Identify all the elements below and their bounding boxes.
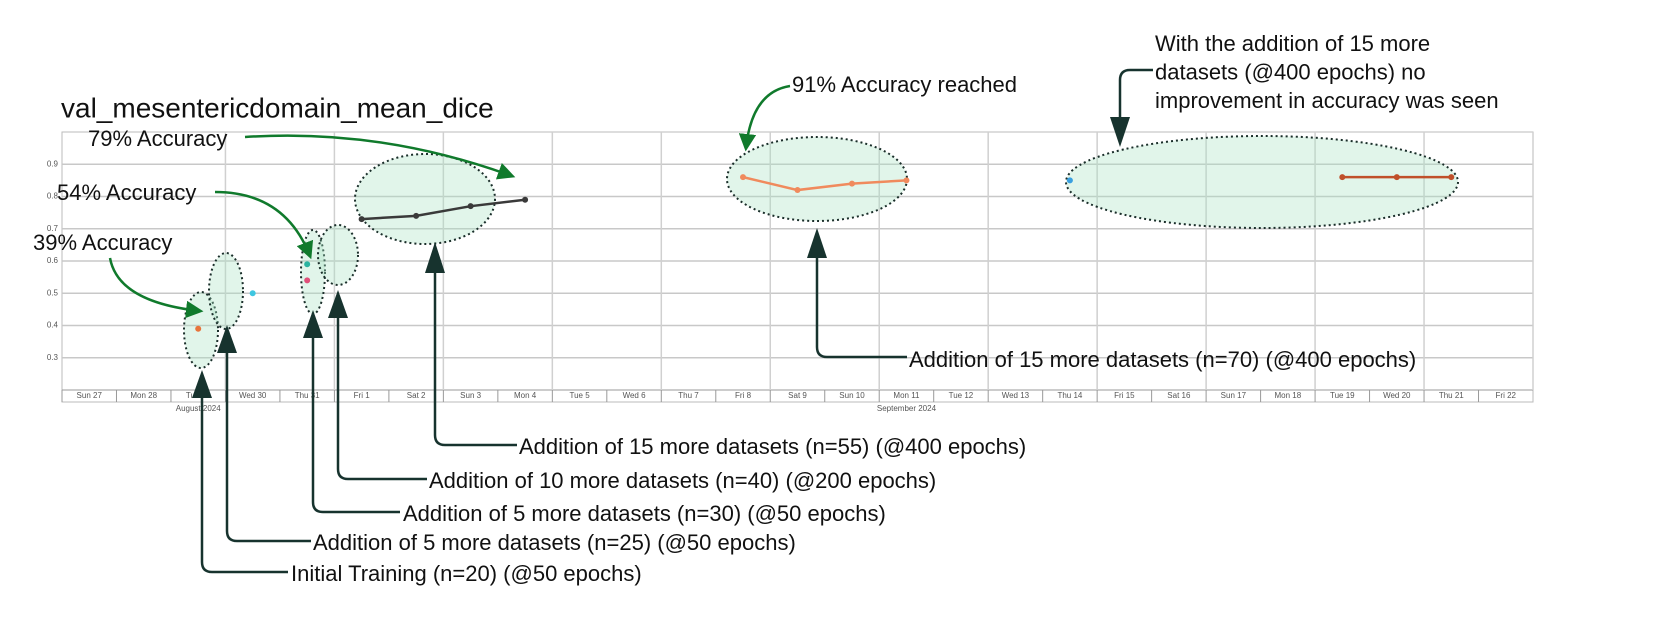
highlight bbox=[208, 252, 244, 330]
x-tick-label: Sun 27 bbox=[77, 391, 103, 400]
x-tick-label: Sat 9 bbox=[788, 391, 807, 400]
x-tick-label: Sun 17 bbox=[1221, 391, 1247, 400]
annotation: 54% Accuracy bbox=[57, 180, 196, 205]
x-tick-label: Mon 28 bbox=[130, 391, 157, 400]
arrowhead bbox=[328, 290, 348, 318]
arrow bbox=[225, 350, 311, 543]
arrowhead bbox=[807, 228, 827, 258]
annotation: Addition of 10 more datasets (n=40) (@20… bbox=[429, 468, 936, 493]
point bbox=[848, 180, 855, 187]
arrowhead bbox=[217, 325, 237, 353]
x-tick-label: Wed 6 bbox=[623, 391, 647, 400]
y-tick-label: 0.3 bbox=[47, 353, 59, 362]
point bbox=[1066, 177, 1073, 184]
x-tick-label: Sun 10 bbox=[839, 391, 865, 400]
point bbox=[903, 177, 910, 184]
arrow bbox=[200, 395, 288, 574]
annotation: Initial Training (n=20) (@50 epochs) bbox=[291, 561, 642, 586]
series-line bbox=[361, 198, 526, 221]
arrow bbox=[1118, 68, 1153, 120]
annotation: Addition of 5 more datasets (n=25) (@50 … bbox=[313, 530, 796, 555]
x-tick-label: Sat 2 bbox=[407, 391, 426, 400]
arrowhead bbox=[192, 370, 212, 398]
x-tick-label: Fri 22 bbox=[1496, 391, 1517, 400]
x-tick-label: Fri 8 bbox=[735, 391, 752, 400]
point bbox=[740, 174, 747, 181]
arrows bbox=[200, 68, 1153, 574]
arrowhead bbox=[425, 242, 445, 273]
point bbox=[1339, 174, 1346, 181]
y-tick-label: 0.8 bbox=[47, 192, 59, 201]
y-tick-label: 0.4 bbox=[47, 321, 59, 330]
point bbox=[1448, 174, 1455, 181]
point bbox=[522, 196, 529, 203]
arrow bbox=[336, 315, 427, 481]
green-arrows bbox=[108, 84, 791, 319]
x-tick-label: Fri 1 bbox=[354, 391, 371, 400]
highlight bbox=[354, 153, 496, 245]
y-tick-label: 0.5 bbox=[47, 288, 59, 297]
arrow bbox=[433, 270, 517, 447]
x-tick-label: Wed 30 bbox=[239, 391, 267, 400]
x-tick-label: Fri 15 bbox=[1114, 391, 1135, 400]
x-tick-label: Wed 13 bbox=[1002, 391, 1030, 400]
point bbox=[249, 290, 256, 297]
y-tick-label: 0.9 bbox=[47, 159, 59, 168]
x-tick-label: Mon 11 bbox=[893, 391, 920, 400]
point bbox=[358, 216, 365, 223]
annotation: 39% Accuracy bbox=[33, 230, 172, 255]
arrow bbox=[214, 190, 314, 260]
point bbox=[195, 325, 202, 332]
x-tick-label: Sat 16 bbox=[1167, 391, 1191, 400]
note-line: improvement in accuracy was seen bbox=[1155, 88, 1499, 113]
arrow bbox=[738, 84, 791, 152]
point bbox=[413, 212, 420, 219]
plot bbox=[195, 174, 1455, 332]
note-line: With the addition of 15 more bbox=[1155, 31, 1430, 56]
x-tick-label: Mon 4 bbox=[514, 391, 537, 400]
y-tick-label: 0.7 bbox=[47, 224, 59, 233]
x-tick-label: Mon 18 bbox=[1274, 391, 1301, 400]
x-tick-label: Thu 31 bbox=[295, 391, 320, 400]
arrow bbox=[311, 335, 400, 514]
highlight bbox=[317, 224, 359, 286]
note-line: datasets (@400 epochs) no bbox=[1155, 59, 1426, 84]
point bbox=[304, 261, 311, 268]
arrowhead bbox=[303, 310, 323, 338]
annotation: Addition of 15 more datasets (n=55) (@40… bbox=[519, 434, 1026, 459]
x-tick-label: Thu 7 bbox=[678, 391, 699, 400]
series-line bbox=[742, 175, 907, 192]
month-label: September 2024 bbox=[877, 404, 937, 413]
annotations: 79% Accuracy 54% Accuracy 39% Accuracy 91% … bbox=[33, 31, 1499, 586]
x-tick-label: Wed 20 bbox=[1383, 391, 1411, 400]
arrowhead bbox=[1110, 117, 1130, 147]
annotation: 91% Accuracy reached bbox=[792, 72, 1017, 97]
x-tick-label: Tue 19 bbox=[1330, 391, 1355, 400]
arrow bbox=[815, 255, 907, 359]
arrow bbox=[244, 134, 516, 180]
arrowheads bbox=[192, 117, 1130, 398]
highlight bbox=[1065, 135, 1459, 229]
annotation: Addition of 15 more datasets (n=70) (@40… bbox=[909, 347, 1416, 372]
point bbox=[1393, 174, 1400, 181]
annotation: Addition of 5 more datasets (n=30) (@50 … bbox=[403, 501, 886, 526]
x-tick-label: Tue 5 bbox=[569, 391, 590, 400]
month-label: August 2024 bbox=[176, 404, 221, 413]
point bbox=[304, 277, 311, 284]
y-tick-label: 0.6 bbox=[47, 256, 59, 265]
point bbox=[794, 187, 801, 194]
arrow bbox=[108, 257, 204, 319]
x-tick-label: Thu 21 bbox=[1439, 391, 1464, 400]
point bbox=[467, 203, 474, 210]
chart-title: val_mesentericdomain_mean_dice bbox=[61, 92, 494, 123]
x-tick-label: Thu 14 bbox=[1057, 391, 1082, 400]
x-tick-label: Sun 3 bbox=[460, 391, 481, 400]
x-tick-label: Tue 12 bbox=[949, 391, 974, 400]
annotation: 79% Accuracy bbox=[88, 126, 227, 151]
